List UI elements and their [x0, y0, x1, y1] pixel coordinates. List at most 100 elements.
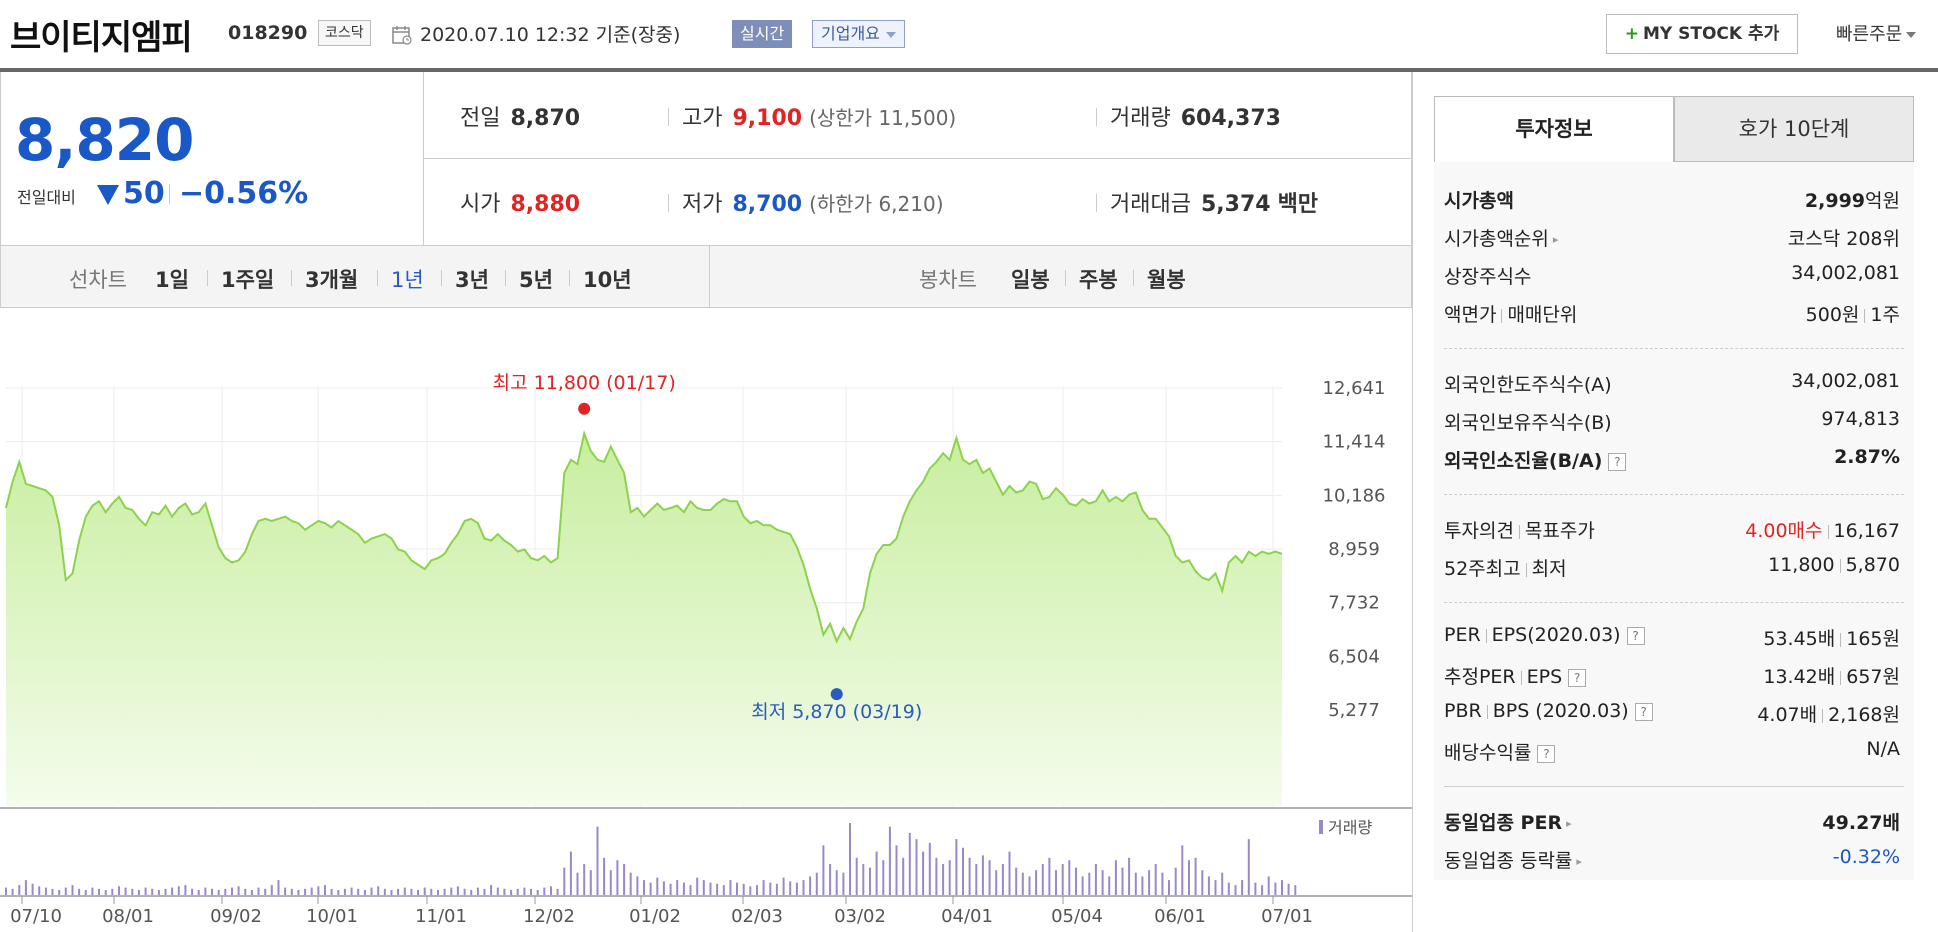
volume-label: 거래량 [1110, 106, 1171, 131]
volume-bar [662, 881, 665, 895]
volume-bar [403, 887, 406, 895]
x-tick-label: 07/01 [1261, 906, 1313, 927]
period-1d[interactable]: 1일 [155, 268, 189, 292]
market-cap-rank-row[interactable]: 시가총액순위 ▸ 코스닥 208위 [1434, 218, 1914, 256]
volume-bar [476, 887, 479, 895]
period-1w[interactable]: 1주일 [221, 268, 275, 292]
trade-unit-value: 1주 [1870, 304, 1900, 326]
help-icon[interactable]: ? [1537, 744, 1556, 763]
volume-bar [669, 883, 672, 895]
period-3m[interactable]: 3개월 [305, 268, 359, 292]
day-high: 고가 9,100 (상한가 11,500) [682, 100, 956, 132]
candle-daily[interactable]: 일봉 [1011, 268, 1050, 292]
volume-bar [1247, 839, 1250, 895]
volume-bar [224, 888, 227, 895]
volume-bar [1181, 845, 1184, 895]
volume-bar [510, 890, 513, 895]
stock-code: 018290 [228, 22, 308, 44]
opinion-row: 투자의견 목표주가 4.00매수 16,167 [1434, 510, 1914, 548]
price-chart: 12,641 11,414 10,186 8,959 7,732 6,504 5,277 0… [0, 308, 1412, 932]
market-cap-row: 시가총액 2,999억원 [1434, 180, 1914, 218]
volume-bar [809, 876, 812, 895]
prev-close-value: 8,870 [510, 106, 581, 131]
candle-weekly[interactable]: 주봉 [1079, 268, 1118, 292]
volume-bar [310, 887, 313, 895]
period-10y[interactable]: 10년 [583, 268, 632, 292]
tab-investment-info[interactable]: 투자정보 [1434, 96, 1674, 162]
candle-monthly[interactable]: 월봉 [1147, 268, 1186, 292]
y-tick-label: 6,504 [1328, 646, 1380, 667]
par-value: 500원 [1805, 304, 1860, 326]
divider [505, 270, 506, 286]
par-value-label: 액면가 [1444, 304, 1497, 326]
plus-icon: + [1624, 24, 1639, 44]
chevron-right-icon: ▸ [1576, 855, 1582, 868]
week52-low-label: 최저 [1531, 558, 1567, 580]
y-tick-label: 7,732 [1328, 593, 1380, 614]
volume-bar [1294, 885, 1297, 895]
per-label: PER [1444, 624, 1481, 646]
volume-bar [463, 888, 466, 895]
volume-bar [1001, 864, 1004, 895]
volume-bar [244, 888, 247, 895]
help-icon[interactable]: ? [1568, 668, 1587, 687]
volume-bar [1128, 857, 1131, 895]
volume-bar [450, 887, 453, 895]
help-icon[interactable]: ? [1626, 626, 1645, 645]
volume-bar [64, 887, 67, 895]
est-per-value: 13.42배 [1763, 666, 1836, 688]
day-low: 저가 8,700 (하한가 6,210) [682, 186, 944, 218]
volume-bar [443, 888, 446, 895]
volume-bar [137, 890, 140, 895]
help-icon[interactable]: ? [1634, 702, 1653, 721]
period-5y[interactable]: 5년 [519, 268, 553, 292]
volume-bar [397, 888, 400, 895]
volume-bar [888, 826, 891, 895]
opinion-label: 투자의견 [1444, 520, 1514, 542]
volume-bar [330, 888, 333, 895]
industry-change-row[interactable]: 동일업종 등락률 ▸ -0.32% [1434, 840, 1914, 878]
volume-bar [835, 870, 838, 895]
volume-bar [456, 886, 459, 895]
volume-bar [802, 880, 805, 895]
divider [377, 270, 378, 286]
volume-bar [789, 881, 792, 895]
volume-bar [18, 885, 21, 895]
right-panel-tabs: 투자정보 호가 10단계 [1434, 96, 1914, 162]
volume-bar [769, 882, 772, 895]
volume-bar [742, 883, 745, 895]
period-3y[interactable]: 3년 [455, 268, 489, 292]
volume-bar [1168, 880, 1170, 895]
industry-per-row[interactable]: 동일업종 PER ▸ 49.27배 [1434, 802, 1914, 840]
volume-bar [1161, 872, 1164, 895]
y-tick-label: 12,641 [1323, 378, 1386, 399]
divider [1444, 786, 1904, 787]
realtime-button[interactable]: 실시간 [732, 20, 793, 48]
volume-bar [988, 860, 991, 895]
change-value: 50 [123, 176, 165, 211]
chevron-down-icon [885, 31, 896, 38]
divider [169, 184, 170, 204]
company-info-dropdown[interactable]: 기업개요 [812, 20, 905, 48]
period-1y[interactable]: 1년 [391, 268, 424, 292]
tab-order-book[interactable]: 호가 10단계 [1674, 96, 1914, 162]
divider [207, 270, 208, 286]
add-mystock-button[interactable]: + MY STOCK 추가 [1606, 14, 1798, 54]
industry-per-label: 동일업종 PER [1444, 812, 1563, 834]
quick-order-button[interactable]: 빠른주문 [1836, 20, 1917, 46]
volume-bar [1274, 882, 1277, 895]
volume-bar [955, 839, 958, 895]
volume-bar [749, 886, 752, 895]
chevron-down-icon [1906, 32, 1917, 38]
help-icon[interactable]: ? [1608, 452, 1627, 471]
volume-bar [350, 887, 353, 895]
day-high-value: 9,100 [732, 106, 803, 131]
volume-bar [842, 872, 845, 895]
volume-bar [1101, 870, 1104, 895]
timestamp: 2020.07.10 12:32 기준(장중) [420, 24, 681, 46]
week52-high-value: 11,800 [1768, 554, 1835, 576]
volume-bar [1154, 864, 1157, 895]
volume-bar [682, 882, 685, 895]
volume-bar [1194, 857, 1197, 895]
divider [709, 246, 710, 307]
